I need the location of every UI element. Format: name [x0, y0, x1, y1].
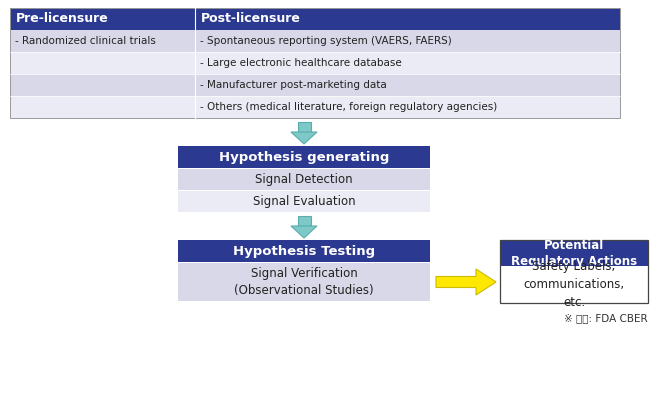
Bar: [10, 8, 620, 118]
FancyBboxPatch shape: [178, 191, 430, 212]
FancyBboxPatch shape: [178, 240, 430, 262]
Text: Pre-licensure: Pre-licensure: [16, 12, 109, 25]
FancyBboxPatch shape: [298, 216, 310, 226]
Polygon shape: [291, 226, 317, 238]
FancyBboxPatch shape: [10, 96, 620, 118]
FancyBboxPatch shape: [178, 263, 430, 301]
Text: Safety Labels,
communications,
etc.: Safety Labels, communications, etc.: [523, 260, 624, 309]
FancyBboxPatch shape: [178, 169, 430, 190]
FancyBboxPatch shape: [178, 146, 430, 168]
Text: Signal Evaluation: Signal Evaluation: [253, 195, 355, 208]
Text: - Others (medical literature, foreign regulatory agencies): - Others (medical literature, foreign re…: [200, 102, 497, 112]
Text: - Spontaneous reporting system (VAERS, FAERS): - Spontaneous reporting system (VAERS, F…: [200, 36, 451, 46]
FancyBboxPatch shape: [500, 266, 648, 303]
FancyBboxPatch shape: [10, 52, 620, 74]
Polygon shape: [436, 269, 496, 295]
Polygon shape: [291, 132, 317, 144]
Text: ※ 출처: FDA CBER: ※ 출처: FDA CBER: [564, 313, 648, 323]
FancyBboxPatch shape: [10, 30, 620, 52]
Text: Hypothesis Testing: Hypothesis Testing: [233, 245, 375, 258]
Text: - Randomized clinical trials: - Randomized clinical trials: [15, 36, 156, 46]
Text: Signal Verification
(Observational Studies): Signal Verification (Observational Studi…: [234, 267, 374, 297]
Bar: [500, 240, 648, 303]
Text: Hypothesis generating: Hypothesis generating: [219, 150, 389, 164]
FancyBboxPatch shape: [10, 74, 620, 96]
Text: Potential
Regulatory Actions: Potential Regulatory Actions: [511, 239, 637, 268]
Text: - Large electronic healthcare database: - Large electronic healthcare database: [200, 58, 402, 68]
Text: Post-licensure: Post-licensure: [201, 12, 301, 25]
Text: - Manufacturer post-marketing data: - Manufacturer post-marketing data: [200, 80, 387, 90]
FancyBboxPatch shape: [298, 122, 310, 132]
FancyBboxPatch shape: [10, 8, 620, 30]
FancyBboxPatch shape: [500, 240, 648, 266]
Text: Signal Detection: Signal Detection: [255, 173, 353, 186]
